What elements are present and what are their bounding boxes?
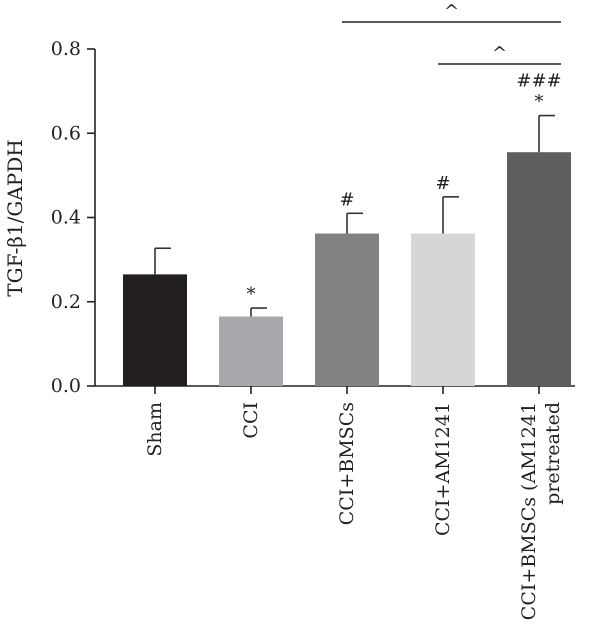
category-label: Sham <box>144 402 166 457</box>
bars <box>123 114 571 386</box>
annotations: *##*###^^ <box>247 1 562 305</box>
significance-mark: # <box>435 173 450 194</box>
significance-bracket-label: ^ <box>492 43 507 64</box>
bar <box>219 316 283 386</box>
category-label: CCI+BMSCs <box>336 402 358 525</box>
significance-mark: ### <box>516 71 561 92</box>
category-label: CCI+AM1241 <box>432 402 454 536</box>
bar <box>315 233 379 386</box>
significance-mark: # <box>339 189 354 210</box>
significance-mark: * <box>535 92 544 113</box>
bar <box>123 274 187 386</box>
category-label: CCI <box>240 402 262 439</box>
significance-bracket-label: ^ <box>444 1 459 22</box>
y-tick-label: 0.2 <box>51 291 81 313</box>
category-labels: Sham CCI CCI+BMSCs CCI+AM1241 CCI+BMSCs (AM1… <box>144 402 564 620</box>
category-label: pretreated <box>542 402 564 505</box>
bar <box>507 152 571 386</box>
bar <box>411 233 475 386</box>
significance-mark: * <box>247 284 256 305</box>
y-tick-label: 0.4 <box>51 207 81 229</box>
y-tick-label: 0.6 <box>51 122 81 144</box>
y-tick-label: 0.0 <box>51 375 81 397</box>
category-label: CCI+BMSCs (AM1241 <box>518 402 540 620</box>
y-axis-label: TGF-β1/GAPDH <box>3 139 27 296</box>
y-tick-label: 0.8 <box>51 38 81 60</box>
